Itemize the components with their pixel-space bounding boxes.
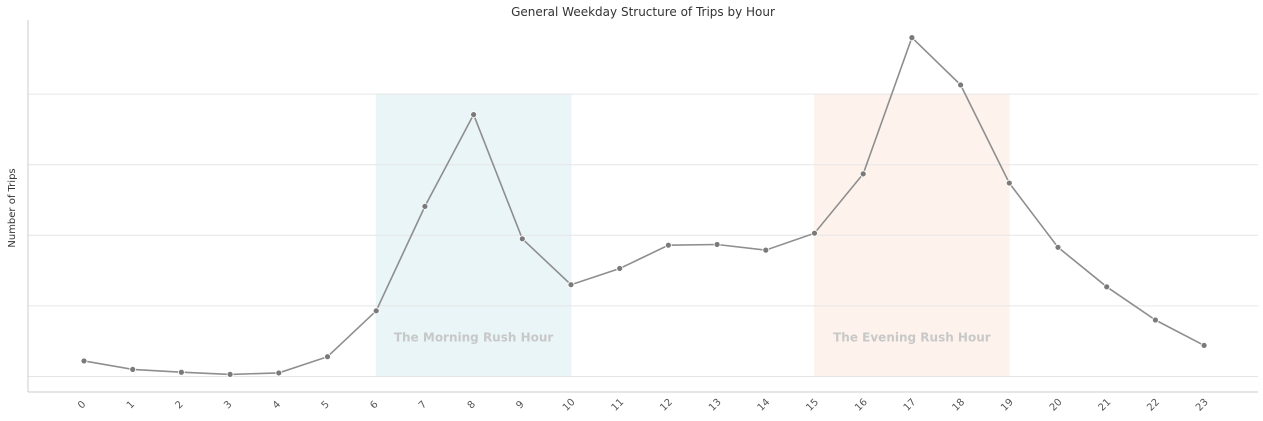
x-tick-label: 3: [222, 399, 234, 411]
x-tick-label: 5: [320, 399, 332, 411]
data-point-hour-7: [421, 202, 429, 210]
trips-series: [80, 34, 1208, 378]
data-point-hour-18: [957, 81, 964, 89]
y-gridlines: [28, 93, 1258, 377]
y-axis-label: Number of Trips: [7, 168, 18, 247]
data-point-hour-21: [1103, 283, 1111, 291]
x-tick-label: 23: [1194, 397, 1211, 414]
x-tick-label: 12: [658, 397, 675, 414]
data-point-hour-0: [80, 357, 88, 365]
chart-title: General Weekday Structure of Trips by Ho…: [511, 5, 775, 19]
x-tick-label: 0: [76, 399, 88, 411]
data-point-hour-11: [616, 265, 624, 272]
data-point-hour-15: [811, 229, 818, 237]
rush-hour-band-labels: The Morning Rush Hour The Evening Rush Ho…: [394, 331, 991, 345]
data-point-hour-20: [1054, 243, 1062, 251]
band-label-morning: The Morning Rush Hour: [394, 331, 554, 345]
data-point-hour-9: [518, 235, 526, 243]
x-tick-label: 11: [610, 397, 627, 414]
data-point-hour-17: [908, 34, 916, 42]
data-point-hour-19: [1005, 179, 1013, 187]
data-point-hour-5: [324, 353, 331, 361]
x-tick-label: 13: [707, 397, 724, 414]
data-point-hour-3: [226, 370, 234, 378]
data-point-hour-6: [372, 307, 380, 315]
trips-line: [83, 36, 1205, 376]
x-tick-label: 2: [173, 399, 185, 411]
x-tick-label: 22: [1145, 397, 1162, 414]
x-tick-label: 20: [1048, 397, 1065, 414]
data-point-hour-13: [713, 241, 721, 248]
data-point-hour-23: [1200, 342, 1208, 349]
data-point-hour-2: [177, 368, 185, 376]
x-tick-label: 8: [466, 399, 478, 411]
x-tick-label: 18: [950, 397, 967, 414]
x-tick-label: 4: [271, 399, 283, 411]
x-tick-label: 16: [853, 397, 870, 414]
x-tick-label: 21: [1097, 397, 1114, 414]
band-label-evening: The Evening Rush Hour: [833, 331, 991, 345]
data-point-hour-16: [859, 170, 867, 178]
axes: [27, 20, 1258, 393]
x-tick-label: 9: [514, 399, 526, 411]
x-tick-label: 15: [804, 397, 821, 414]
x-tick-label: 1: [125, 399, 137, 411]
data-point-hour-10: [567, 281, 575, 289]
x-tick-label: 14: [756, 397, 773, 414]
data-point-hour-4: [275, 369, 283, 377]
x-tick-label: 10: [561, 397, 578, 414]
x-tick-label: 6: [368, 399, 380, 411]
x-tick-label: 17: [902, 397, 919, 414]
x-tick-label: 7: [417, 399, 429, 411]
data-point-hour-12: [665, 241, 672, 249]
data-point-hour-14: [762, 246, 770, 254]
data-point-hour-22: [1152, 316, 1159, 324]
x-tick-labels: 0 1 2 3 4 5 6 7 8 9 10 11 12 13 14 15 16 17 18 19 20 21 22 23: [76, 397, 1211, 414]
data-point-hour-1: [129, 366, 137, 373]
data-point-hour-8: [470, 111, 478, 118]
x-tick-label: 19: [999, 397, 1016, 414]
